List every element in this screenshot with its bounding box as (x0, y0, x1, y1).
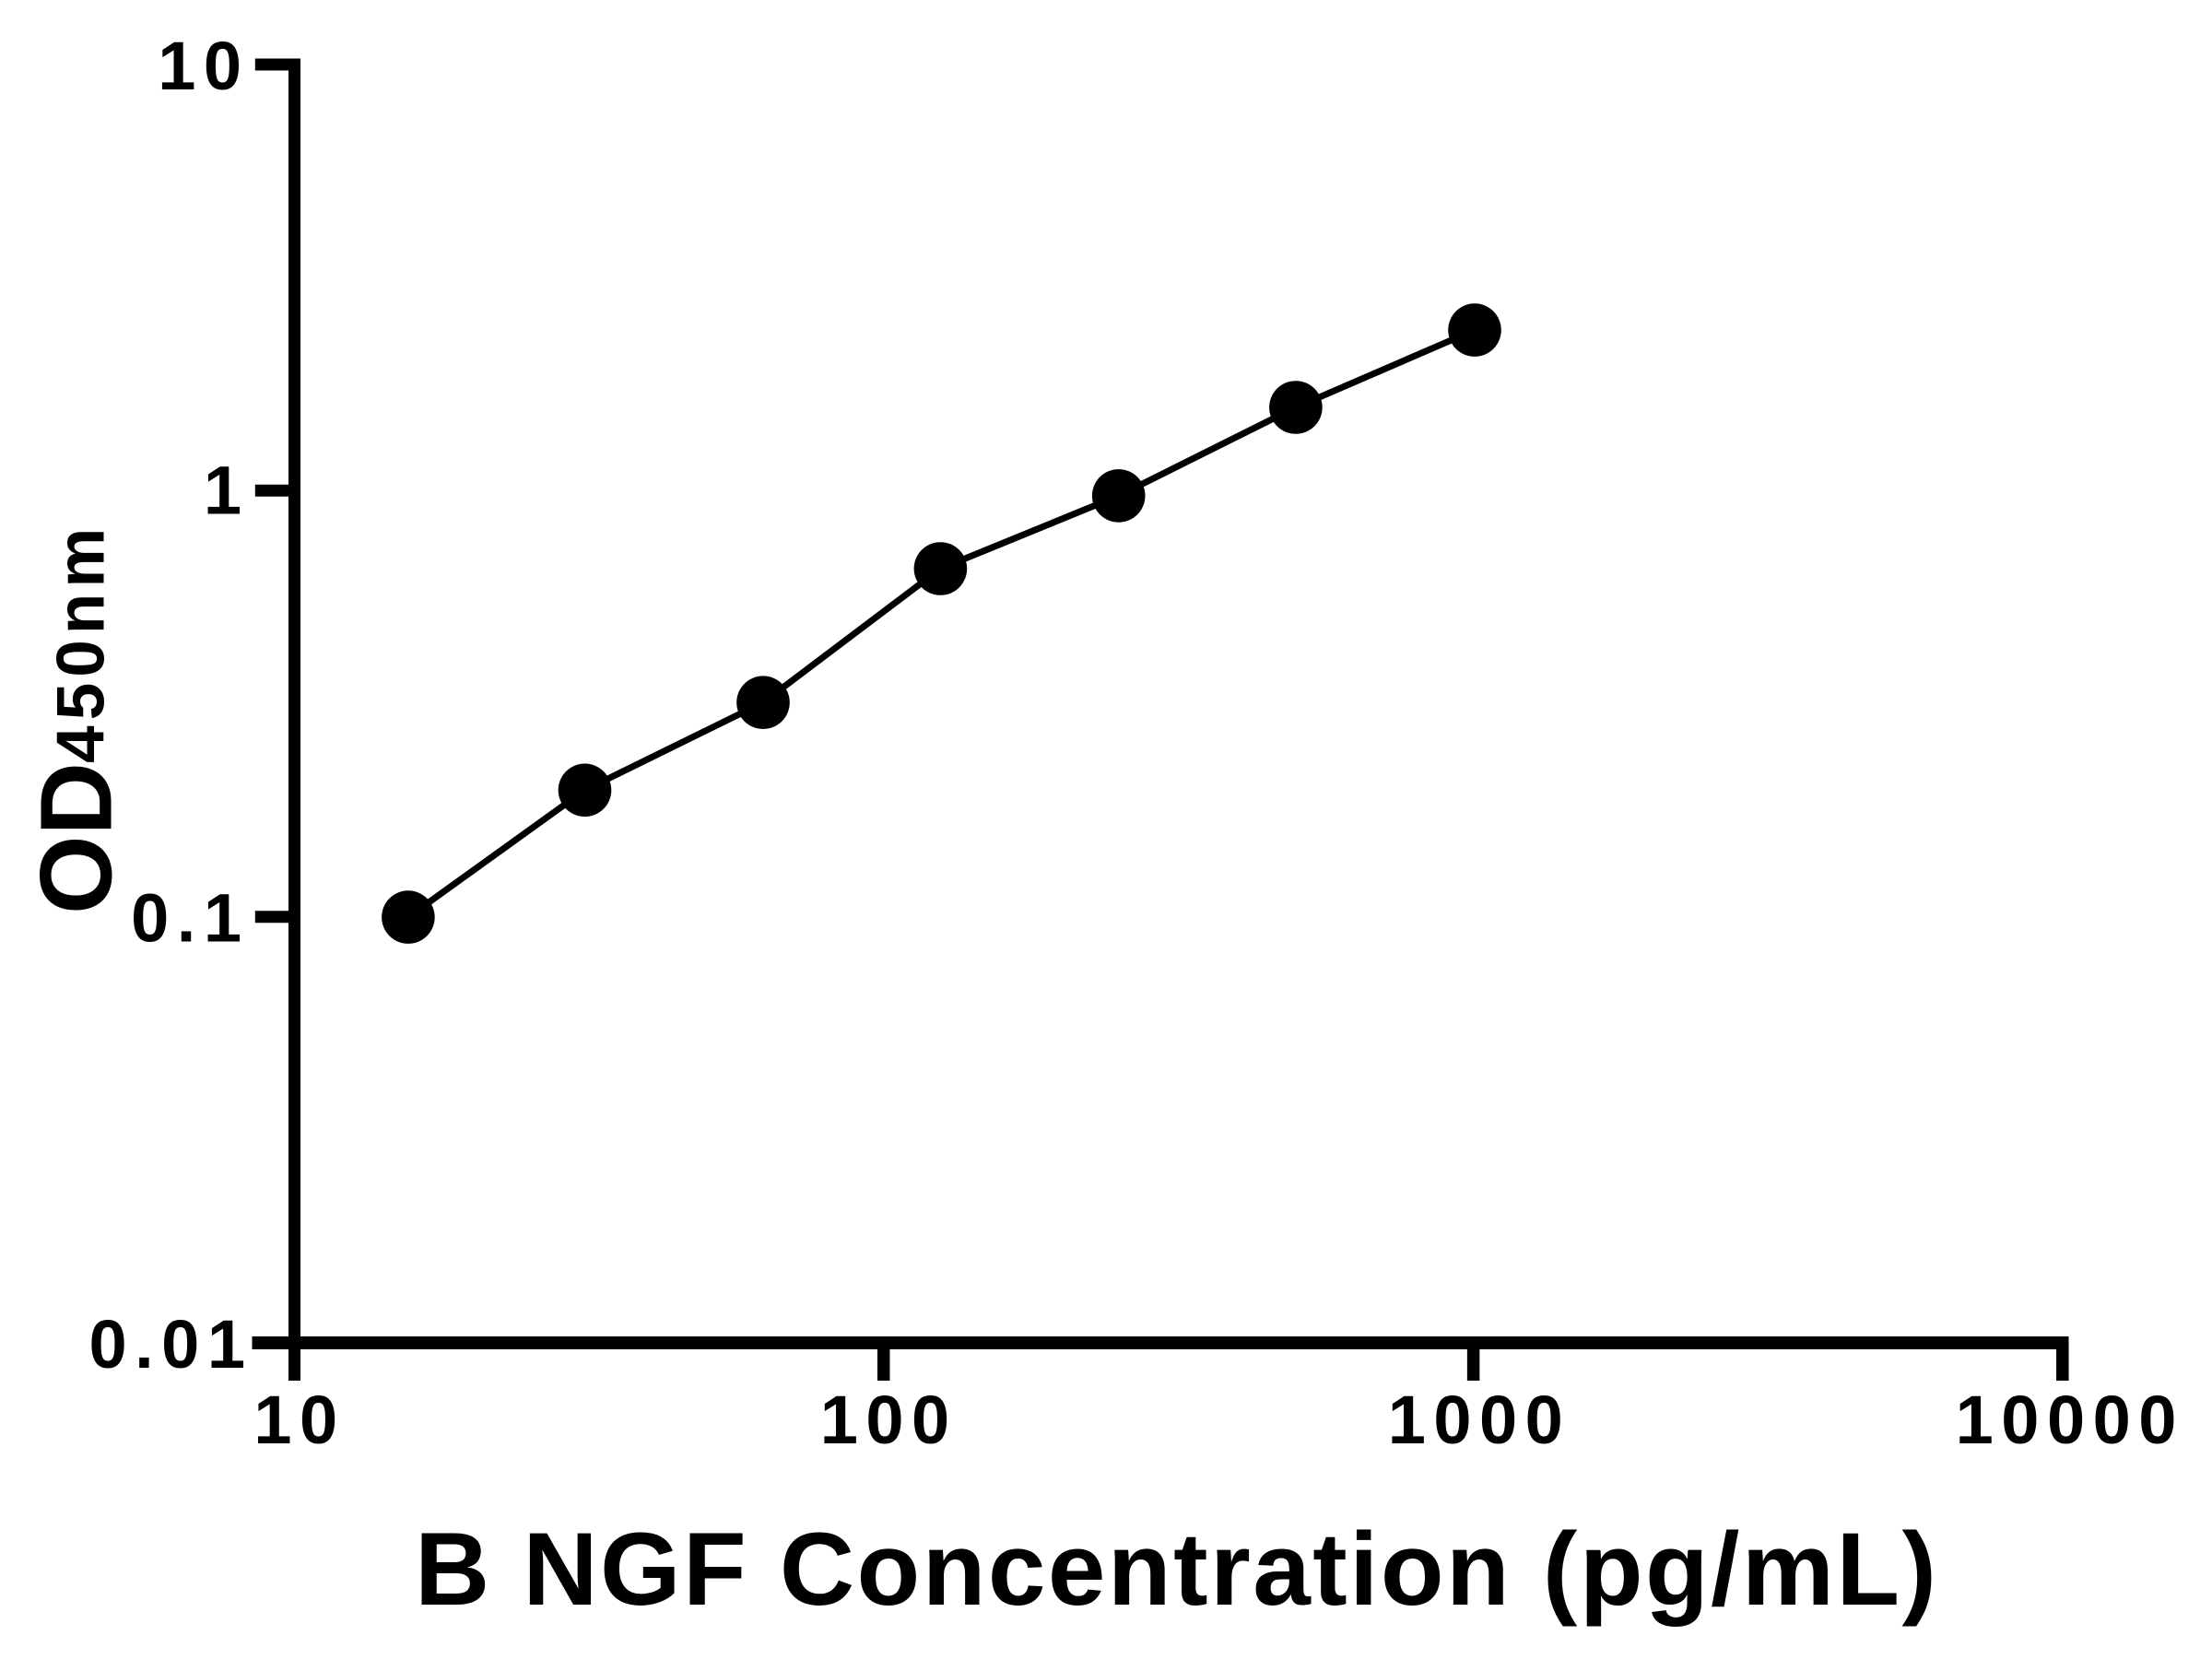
svg-text:1000: 1000 (1388, 1382, 1571, 1458)
svg-text:10: 10 (158, 28, 249, 104)
svg-text:B NGF Concentration (pg/mL): B NGF Concentration (pg/mL) (415, 1511, 1939, 1627)
svg-text:0.01: 0.01 (88, 1306, 253, 1382)
svg-text:10: 10 (253, 1382, 345, 1458)
svg-text:0.1: 0.1 (131, 880, 249, 957)
svg-text:10000: 10000 (1956, 1382, 2184, 1458)
svg-text:100: 100 (820, 1382, 958, 1458)
svg-text:1: 1 (204, 453, 241, 529)
